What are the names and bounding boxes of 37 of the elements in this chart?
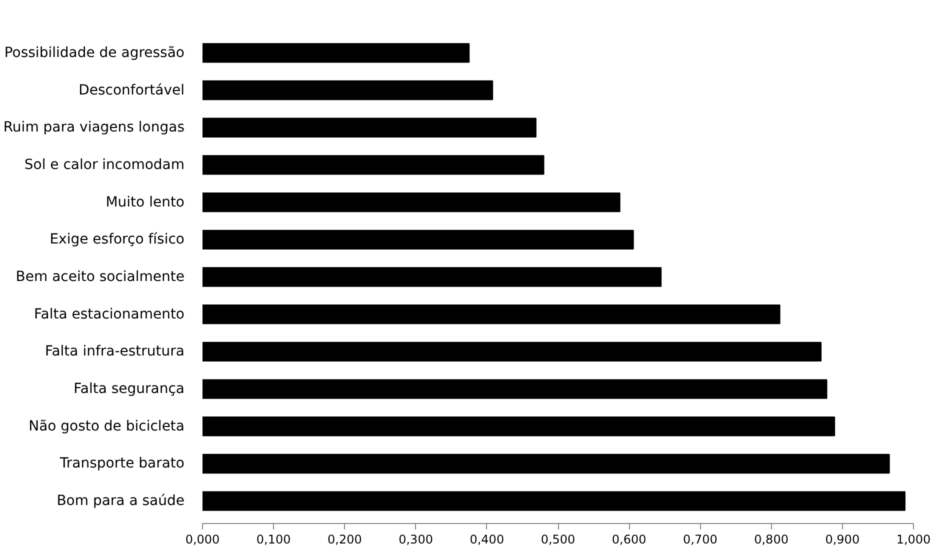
x-tick-label: 0,400: [470, 532, 504, 546]
y-tick-label: Muito lento: [106, 194, 185, 210]
y-tick-label: Não gosto de bicicleta: [28, 418, 185, 434]
y-tick-label: Ruim para viagens longas: [3, 120, 185, 136]
bar: [202, 267, 662, 287]
y-tick-label: Bem aceito socialmente: [16, 269, 185, 285]
x-tick-label: 0,500: [540, 532, 576, 546]
bar: [202, 43, 470, 63]
bar: [202, 491, 906, 511]
bar: [202, 230, 634, 250]
bar: [202, 118, 536, 138]
y-tick-label: Falta estacionamento: [34, 306, 184, 322]
x-tick-label: 0,900: [825, 532, 860, 546]
bar: [202, 342, 822, 362]
x-tick-label: 0,000: [185, 532, 220, 546]
y-tick-label: Falta segurança: [74, 381, 184, 398]
y-tick-label: Transporte barato: [58, 456, 185, 472]
x-tick-label: 0,600: [612, 532, 646, 546]
bar: [202, 155, 544, 175]
y-tick-label: Possibilidade de agressão: [4, 44, 185, 61]
x-tick-label: 0,800: [754, 532, 788, 546]
x-tick-label: 0,700: [683, 532, 718, 546]
y-tick-label: Falta infra-estrutura: [44, 344, 185, 360]
bar: [202, 304, 780, 324]
y-tick-label: Exige esforço físico: [50, 232, 185, 248]
x-tick-label: 0,100: [256, 532, 291, 546]
x-tick-label: 0,300: [398, 532, 433, 546]
y-tick-label: Desconfortável: [78, 82, 185, 98]
x-tick-label: 0,200: [328, 532, 362, 546]
bar: [202, 379, 828, 399]
x-tick-label: 1,000: [896, 532, 931, 546]
y-tick-label: Sol e calor incomodam: [24, 156, 184, 173]
bar: [202, 454, 890, 474]
y-tick-label: Bom para a saúde: [56, 493, 185, 510]
bar: [202, 192, 620, 212]
bar: [202, 416, 836, 436]
bar: [202, 80, 494, 100]
